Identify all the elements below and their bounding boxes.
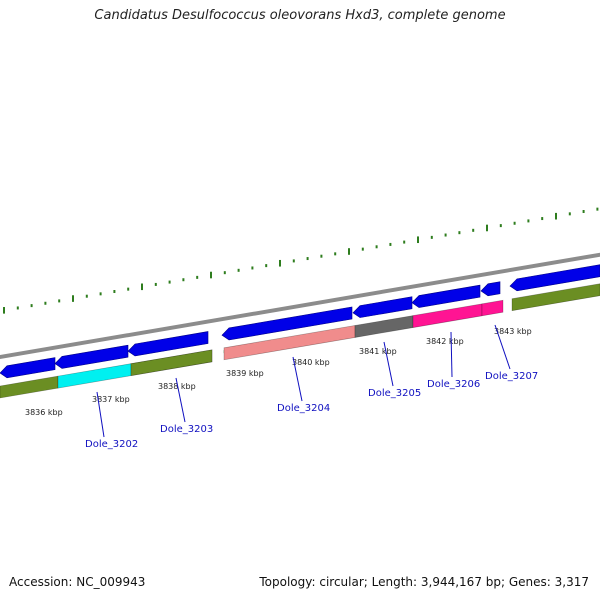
gene-feature-dole-3203 [130, 349, 213, 377]
cds-arrow [411, 284, 481, 308]
cds-arrow [352, 296, 413, 318]
gene-label-leader [494, 324, 511, 370]
kbp-scale-label: 3843 kbp [494, 327, 532, 336]
gene-label-leader [292, 356, 303, 402]
map-title: Candidatus Desulfococcus oleovorans Hxd3… [94, 8, 506, 23]
genome-summary-text: Topology: circular; Length: 3,944,167 bp… [259, 575, 589, 589]
cds-arrow [127, 331, 209, 357]
gene-label-leader [96, 391, 105, 438]
gene-label-leader [450, 331, 453, 378]
gene-label-dole-3202: Dole_3202 [85, 439, 138, 450]
gene-feature-dole-3206 [412, 303, 483, 328]
cds-arrow [54, 344, 129, 369]
gene-label-leader [383, 341, 394, 387]
kbp-scale-label: 3837 kbp [92, 395, 130, 404]
cds-arrow [221, 306, 353, 341]
gene-label-dole-3207: Dole_3207 [485, 371, 538, 382]
gene-label-dole-3206: Dole_3206 [427, 379, 480, 390]
gene-label-leader [175, 377, 186, 423]
cds-arrow [0, 357, 56, 379]
gene-label-dole-3203: Dole_3203 [160, 424, 213, 435]
kbp-scale-label: 3840 kbp [292, 358, 330, 367]
feature-band [0, 375, 59, 399]
kbp-scale-label: 3841 kbp [359, 347, 397, 356]
cds-arrow [480, 281, 501, 297]
gene-feature-dole-3207 [481, 299, 504, 317]
gene-label-dole-3205: Dole_3205 [368, 388, 421, 399]
feature-band [511, 283, 600, 312]
cds-arrow [509, 264, 600, 292]
backbone-line [0, 252, 600, 359]
kbp-scale-label: 3836 kbp [25, 408, 63, 417]
accession-text: Accession: NC_009943 [9, 575, 146, 589]
kbp-scale-label: 3838 kbp [158, 382, 196, 391]
gene-label-dole-3204: Dole_3204 [277, 403, 330, 414]
kbp-scale-label: 3839 kbp [226, 369, 264, 378]
gene-feature-dole-3205 [354, 315, 414, 338]
kbp-scale-label: 3842 kbp [426, 337, 464, 346]
